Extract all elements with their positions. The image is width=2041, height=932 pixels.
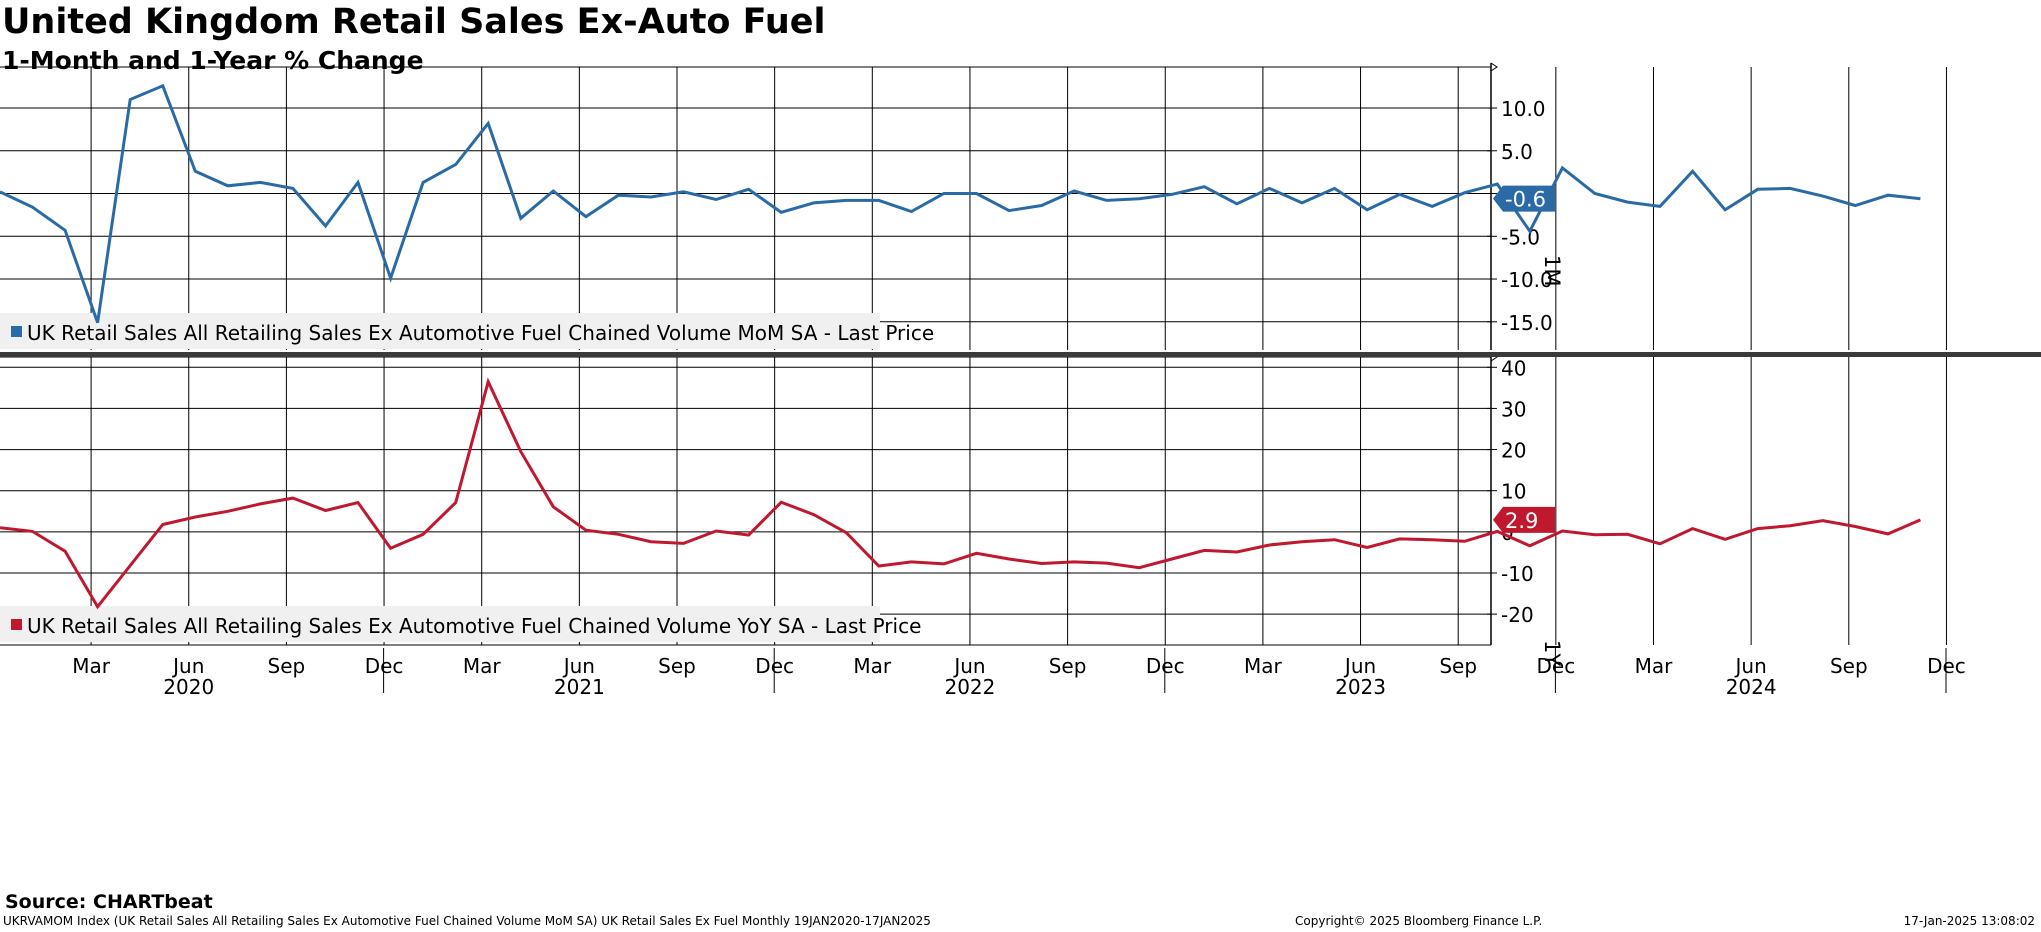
x-month-label: Sep: [1439, 654, 1477, 678]
last-value-label: -0.6: [1505, 188, 1546, 212]
last-value-flag: [1493, 185, 1555, 212]
legend-label: UK Retail Sales All Retailing Sales Ex A…: [27, 614, 921, 638]
source-note: Source: CHARTbeat: [5, 891, 213, 913]
footer-copyright: Copyright© 2025 Bloomberg Finance L.P.: [1295, 914, 1543, 928]
x-month-label: Mar: [853, 654, 892, 678]
legend-swatch: [11, 326, 22, 337]
y-tick-label: 10.0: [1501, 97, 1546, 121]
x-month-label: Mar: [1635, 654, 1674, 678]
y-tick-label: 30: [1501, 397, 1526, 421]
y-tick-label: -10: [1501, 562, 1534, 586]
last-value-label: 2.9: [1505, 509, 1538, 533]
x-month-label: Mar: [72, 654, 111, 678]
y-tick-label: -15.0: [1501, 311, 1553, 335]
legend-box: [0, 313, 880, 349]
series-line: [0, 83, 1921, 324]
x-month-label: Sep: [268, 654, 306, 678]
y-tick-label: -10.0: [1501, 268, 1553, 292]
y-axis-arrow: [1490, 62, 1498, 72]
y-tick-label: -20: [1501, 603, 1534, 627]
chart-subtitle: 1-Month and 1-Year % Change: [2, 46, 424, 75]
legend-box: [0, 606, 880, 642]
y-tick-label: -5.0: [1501, 225, 1540, 249]
x-month-label: Sep: [1830, 654, 1868, 678]
series-line: [0, 377, 1921, 610]
x-month-label: Mar: [1244, 654, 1283, 678]
y-tick-label: 10: [1501, 480, 1526, 504]
x-month-label: Sep: [1049, 654, 1087, 678]
x-year-label: 2023: [1335, 675, 1386, 699]
footer-description: UKRVAMOM Index (UK Retail Sales All Reta…: [3, 914, 931, 928]
x-month-label: Mar: [463, 654, 502, 678]
legend-label: UK Retail Sales All Retailing Sales Ex A…: [27, 321, 934, 345]
panel-separator: [0, 352, 2041, 357]
x-month-label: Jun: [952, 654, 985, 678]
x-month-label: Jun: [562, 654, 595, 678]
x-year-label: 2021: [554, 675, 605, 699]
x-year-label: 2020: [163, 675, 214, 699]
x-month-label: Jun: [171, 654, 204, 678]
x-year-label: 2024: [1726, 675, 1777, 699]
panel-label: 1M: [1540, 255, 1564, 286]
y-tick-label: 40: [1501, 356, 1526, 380]
y-tick-label: 5.0: [1501, 140, 1533, 164]
chart-title: United Kingdom Retail Sales Ex-Auto Fuel: [2, 2, 826, 42]
x-month-label: Jun: [1343, 654, 1376, 678]
x-year-label: 2022: [944, 675, 995, 699]
y-tick-label: 20: [1501, 439, 1526, 463]
last-value-flag: [1493, 506, 1555, 533]
x-month-label: Jun: [1734, 654, 1767, 678]
x-month-label: Sep: [658, 654, 696, 678]
legend-swatch: [11, 619, 22, 630]
footer-timestamp: 17-Jan-2025 13:08:02: [1903, 914, 2035, 928]
panel-label: 1Y: [1540, 640, 1564, 666]
